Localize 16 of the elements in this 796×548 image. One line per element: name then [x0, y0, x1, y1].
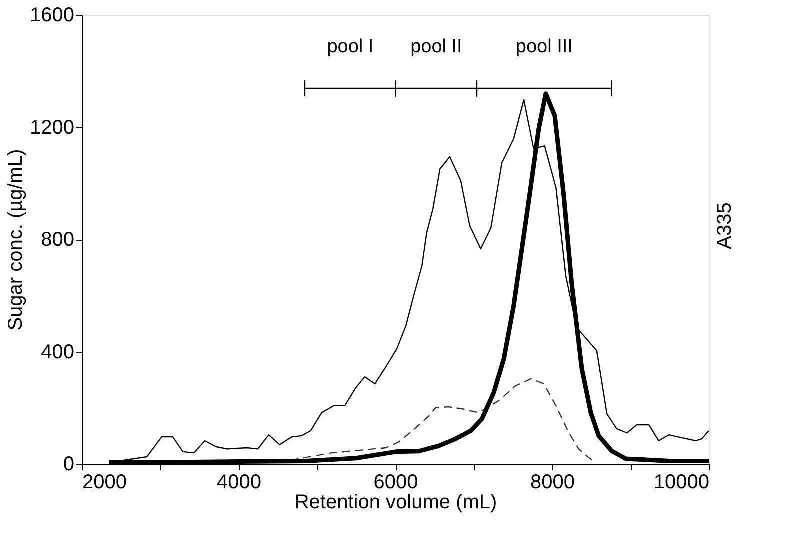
x-tick-label: 8000: [530, 472, 575, 494]
y-tick-label: 0: [63, 454, 74, 476]
x-tick-label: 10000: [654, 472, 710, 494]
annotation: pool I: [327, 36, 374, 58]
y-axis-title: Sugar conc. (µg/mL): [5, 149, 28, 331]
annotation: pool III: [516, 36, 573, 58]
x-tick-label: 2000: [82, 472, 127, 494]
x-axis-title: Retention volume (mL): [294, 492, 498, 514]
x-tick-label: 6000: [374, 472, 418, 494]
y-tick-label: 800: [41, 229, 74, 251]
annotation: pool II: [410, 36, 462, 58]
y-tick-label: 1200: [30, 116, 74, 139]
x-tick-label: 4000: [217, 472, 262, 494]
y-tick-label: 1600: [30, 4, 74, 26]
y2-axis-title: A335: [714, 202, 736, 250]
y-tick-label: 400: [41, 341, 74, 364]
